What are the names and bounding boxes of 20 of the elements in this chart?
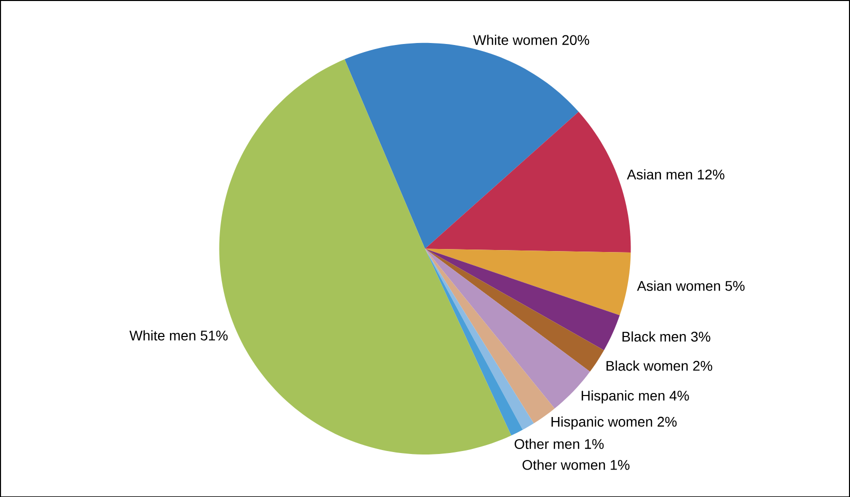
- data-label: 5%: [725, 280, 745, 291]
- slice-label: Black women: [606, 360, 688, 371]
- slice-label: Hispanic men: [582, 390, 664, 404]
- data-label: 2%: [693, 360, 712, 371]
- data-label: 51%: [200, 330, 228, 340]
- slice-label: Black men: [622, 331, 686, 342]
- slice-label: Hispanic women: [552, 416, 652, 430]
- data-label: 1%: [610, 460, 630, 470]
- slice-label: Asian men: [626, 169, 692, 180]
- data-label: 20%: [562, 34, 590, 45]
- data-label: 3%: [691, 332, 710, 342]
- data-label: 1%: [585, 438, 604, 449]
- data-label: 12%: [698, 169, 724, 180]
- slice-label: White men: [129, 330, 196, 340]
- slice-label: Asian women: [637, 280, 720, 291]
- slice-label: White women: [473, 34, 557, 45]
- slice-label: Other men: [514, 438, 580, 449]
- data-label: 2%: [658, 416, 677, 426]
- data-label: 4%: [670, 390, 689, 400]
- slice-label: Other women: [522, 459, 605, 470]
